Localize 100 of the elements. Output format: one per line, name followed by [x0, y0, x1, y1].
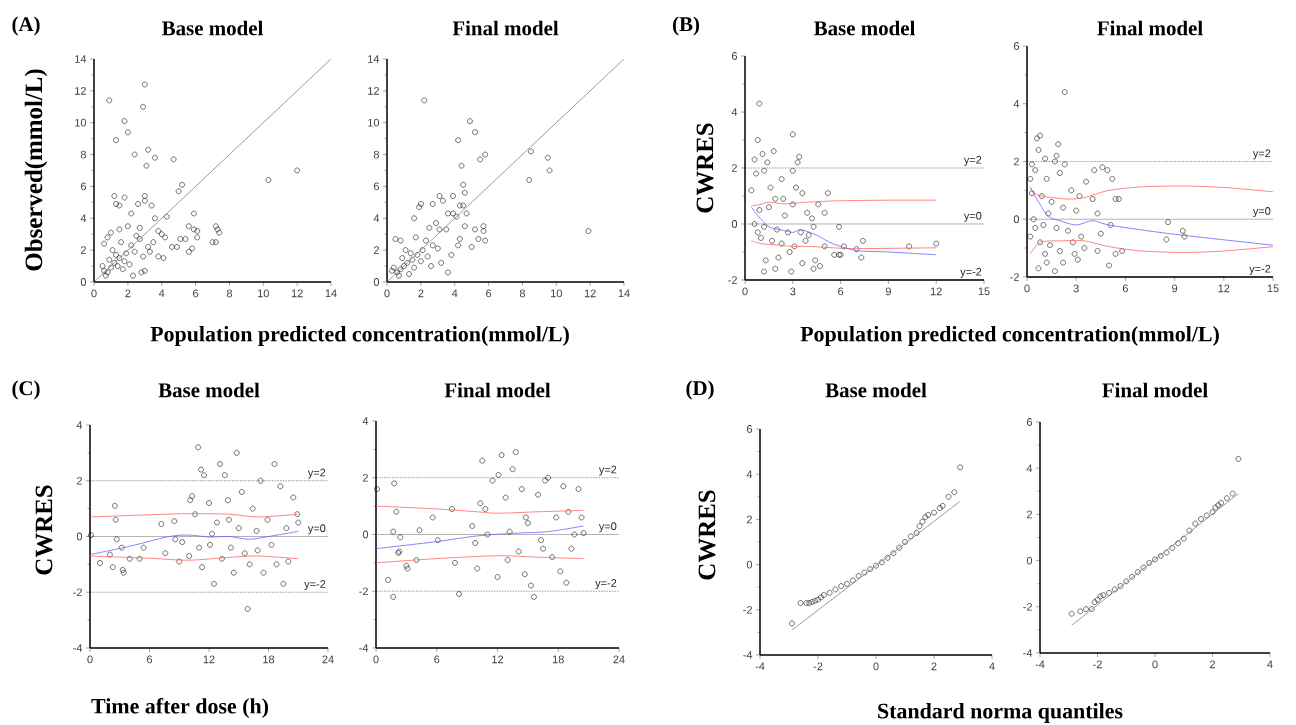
point — [1203, 512, 1210, 519]
point — [482, 506, 489, 512]
point — [818, 594, 824, 601]
x-tick-label: 0 — [91, 289, 97, 298]
point — [1180, 535, 1187, 542]
x-tick-label: -2 — [1093, 660, 1102, 669]
y-tick-label: 6 — [731, 52, 738, 60]
y-tick-label: 4 — [746, 470, 753, 478]
point — [1065, 228, 1071, 234]
line-series — [376, 555, 584, 564]
point — [1075, 256, 1081, 263]
x-axis-title: Population predicted concentration(mmol/L) — [800, 326, 1219, 346]
point — [957, 464, 963, 471]
x-tick-label: 14 — [325, 289, 337, 298]
line-series — [376, 505, 584, 514]
x-tick-label: 2 — [1210, 660, 1216, 669]
text: (A) — [12, 16, 40, 36]
ref-line-label: y=2 — [598, 465, 617, 476]
point — [502, 494, 509, 501]
y-tick-label: 0 — [1026, 556, 1033, 565]
y-tick-label: 0 — [746, 560, 753, 569]
point — [390, 528, 396, 535]
chart-title: Final model — [444, 382, 551, 398]
y-tick-label: -2 — [1023, 602, 1032, 611]
point — [1224, 495, 1230, 501]
x-tick-label: 6 — [147, 655, 153, 664]
point — [1229, 490, 1236, 497]
ref-line-label: y=0 — [598, 522, 617, 533]
chart-title: Final model — [1097, 20, 1203, 36]
ref-line-label: y=-2 — [1249, 264, 1271, 275]
line-series — [90, 531, 299, 556]
y-tick-label: 8 — [373, 150, 380, 159]
ref-line-label: y=0 — [963, 211, 982, 222]
y-tick-label: -4 — [1023, 649, 1033, 657]
point — [838, 583, 844, 589]
point — [1032, 167, 1038, 173]
point — [1078, 233, 1084, 240]
chart-title: Base model — [162, 20, 263, 36]
x-tick-label: 6 — [486, 289, 492, 298]
point — [1169, 545, 1176, 551]
point — [545, 474, 551, 481]
x-axis-title: Standard norma quantiles — [878, 703, 1123, 723]
point — [1048, 199, 1055, 205]
ref-line-label: y=2 — [1252, 149, 1271, 160]
x-tick-label: 18 — [263, 655, 275, 664]
point — [1104, 167, 1111, 173]
x-tick-label: 24 — [613, 655, 625, 664]
point — [479, 457, 486, 464]
line-series — [1029, 240, 1274, 255]
y-tick-label: -2 — [1010, 273, 1019, 281]
point — [1215, 502, 1222, 508]
x-tick-label: 12 — [584, 289, 596, 298]
x-tick-label: 15 — [1267, 284, 1279, 293]
x-tick-label: 4 — [451, 289, 458, 298]
point — [456, 591, 462, 597]
point — [1057, 248, 1063, 254]
point — [855, 573, 862, 579]
point — [1140, 564, 1147, 571]
point — [1119, 248, 1125, 254]
x-tick-label: 10 — [258, 289, 269, 298]
x-tick-label: 4 — [158, 289, 165, 298]
point — [861, 569, 868, 576]
x-tick-label: 2 — [418, 289, 424, 298]
point — [931, 509, 937, 516]
point — [1027, 233, 1034, 240]
point — [498, 452, 505, 458]
point — [472, 540, 479, 546]
x-axis-title: Population predicted concentration(mmol/L) — [150, 326, 569, 346]
x-tick-label: 9 — [1172, 284, 1178, 293]
point — [452, 560, 458, 566]
point — [1100, 592, 1107, 599]
y-tick-label: 0 — [373, 278, 380, 286]
point — [580, 530, 587, 536]
y-tick-label: 10 — [368, 118, 380, 127]
point — [1218, 500, 1224, 506]
point — [1094, 597, 1101, 603]
x-tick-label: 18 — [552, 655, 564, 664]
point — [1106, 262, 1112, 269]
point — [568, 545, 575, 552]
point — [890, 550, 897, 557]
y-tick-label: 0 — [362, 530, 369, 539]
point — [908, 533, 914, 540]
point — [922, 514, 929, 520]
y-tick-label: 12 — [75, 87, 86, 95]
x-tick-label: 9 — [885, 287, 891, 296]
ref-line-label: y=0 — [1252, 207, 1271, 218]
point — [538, 537, 544, 543]
point — [1029, 161, 1035, 168]
point — [919, 518, 926, 525]
point — [806, 600, 813, 606]
point — [540, 545, 546, 552]
point — [385, 577, 391, 583]
y-tick-label: 2 — [76, 476, 82, 485]
y-tick-label: 14 — [368, 55, 380, 63]
point — [1180, 228, 1186, 234]
y-tick-label: -2 — [359, 587, 368, 596]
point — [575, 486, 582, 492]
point — [1057, 170, 1063, 176]
point — [916, 523, 923, 529]
point — [1060, 259, 1066, 266]
